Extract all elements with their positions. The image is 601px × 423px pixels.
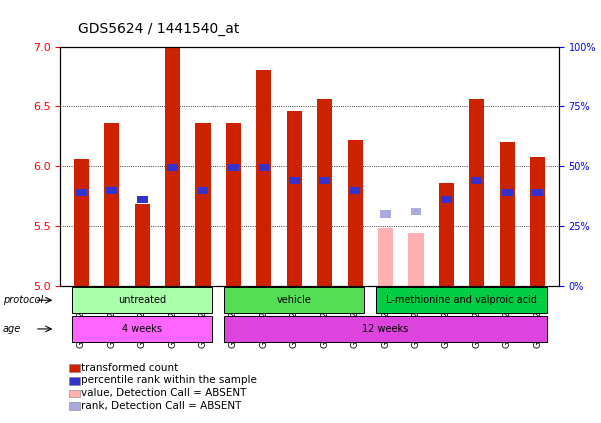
Text: age: age — [3, 324, 21, 334]
Bar — [502, 189, 513, 196]
Text: untreated: untreated — [118, 295, 166, 305]
Bar — [499, 142, 515, 286]
Bar — [165, 47, 180, 286]
Bar — [287, 111, 302, 286]
Bar — [137, 196, 148, 203]
Text: 4 weeks: 4 weeks — [122, 324, 162, 334]
Text: protocol: protocol — [3, 295, 43, 305]
Bar — [469, 99, 484, 286]
Bar — [195, 123, 211, 286]
Bar — [106, 187, 117, 194]
Bar — [408, 233, 424, 286]
Bar — [76, 189, 87, 196]
Bar — [441, 196, 452, 203]
Text: percentile rank within the sample: percentile rank within the sample — [81, 375, 257, 385]
Bar — [347, 140, 363, 286]
Text: transformed count: transformed count — [81, 363, 178, 373]
Bar — [198, 187, 209, 194]
Bar — [378, 228, 393, 286]
Bar — [471, 177, 482, 184]
Bar — [289, 177, 300, 184]
Bar — [530, 157, 545, 286]
Bar — [258, 164, 269, 171]
Bar — [74, 159, 89, 286]
Bar — [135, 204, 150, 286]
Bar — [226, 123, 241, 286]
Text: GDS5624 / 1441540_at: GDS5624 / 1441540_at — [78, 22, 240, 36]
Bar — [317, 99, 332, 286]
Bar — [439, 183, 454, 286]
Bar — [532, 189, 543, 196]
Bar — [319, 177, 330, 184]
Bar — [410, 208, 421, 215]
Bar — [228, 164, 239, 171]
Bar — [380, 211, 391, 218]
Text: rank, Detection Call = ABSENT: rank, Detection Call = ABSENT — [81, 401, 242, 411]
Text: value, Detection Call = ABSENT: value, Detection Call = ABSENT — [81, 388, 246, 398]
Bar — [256, 71, 272, 286]
Text: L-methionine and valproic acid: L-methionine and valproic acid — [386, 295, 537, 305]
Text: 12 weeks: 12 weeks — [362, 324, 409, 334]
Bar — [104, 123, 120, 286]
Bar — [350, 187, 361, 194]
Bar — [167, 164, 178, 171]
Text: vehicle: vehicle — [277, 295, 312, 305]
